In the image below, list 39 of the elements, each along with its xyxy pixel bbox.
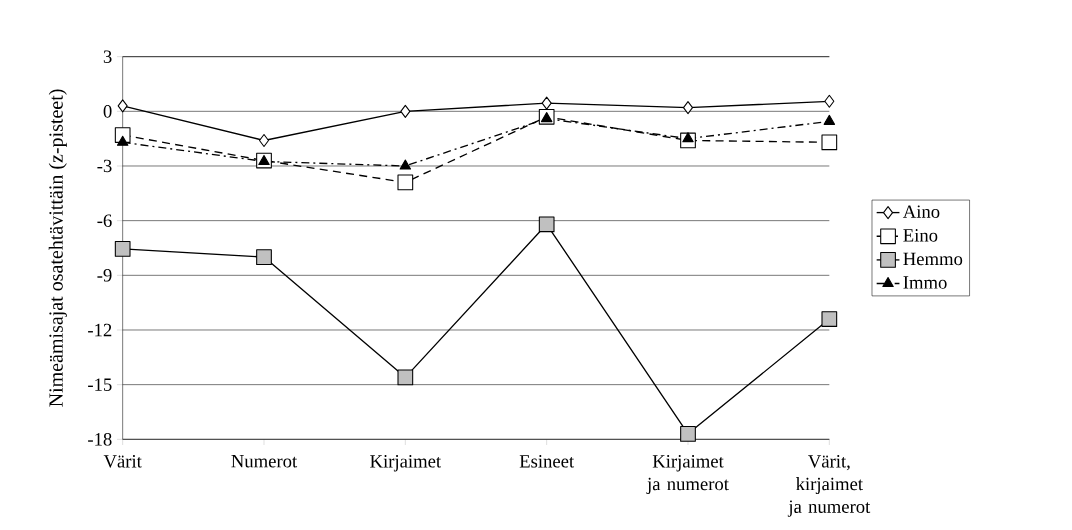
point [680, 425, 696, 442]
x-tick-label: Värit [103, 455, 142, 468]
x-tick-label: Kirjaimet [370, 455, 442, 472]
x-tick-label: Kirjaimet ja numerot [646, 455, 729, 495]
point [821, 134, 838, 151]
point [258, 133, 270, 148]
point [117, 99, 128, 113]
point [397, 174, 414, 191]
point [682, 101, 694, 115]
y-tick-label: 0 [103, 105, 112, 118]
point [114, 241, 131, 257]
x-tick-label: Värit, kirjaimet ja numerot [787, 455, 871, 517]
point [256, 249, 272, 265]
point [538, 216, 555, 233]
y-tick-label: -6 [97, 214, 112, 227]
y-tick-label: -15 [88, 378, 112, 391]
y-tick-label: -9 [97, 269, 112, 282]
point [824, 94, 835, 108]
point [397, 369, 414, 386]
y-tick-label: -3 [97, 159, 112, 173]
y-axis-title: Nimeämisajat osatehtävittäin (z-pisteet) [48, 89, 67, 407]
point [541, 96, 552, 110]
y-tick-label: -18 [88, 433, 112, 446]
legend-label: Aino [902, 205, 940, 218]
y-tick-label: -12 [88, 323, 112, 337]
point [540, 112, 553, 123]
point [116, 135, 129, 146]
point [400, 104, 411, 118]
point [821, 311, 838, 327]
y-tick-label: 3 [103, 50, 112, 63]
x-tick-label: Numerot [231, 455, 298, 468]
point [399, 159, 412, 170]
legend-label: Immo [903, 276, 947, 289]
legend-label: Eino [903, 229, 938, 242]
point [823, 114, 836, 125]
point [682, 132, 694, 143]
x-tick-label: Esineet [519, 455, 575, 468]
legend-label: Hemmo [903, 252, 963, 266]
point [258, 154, 270, 165]
